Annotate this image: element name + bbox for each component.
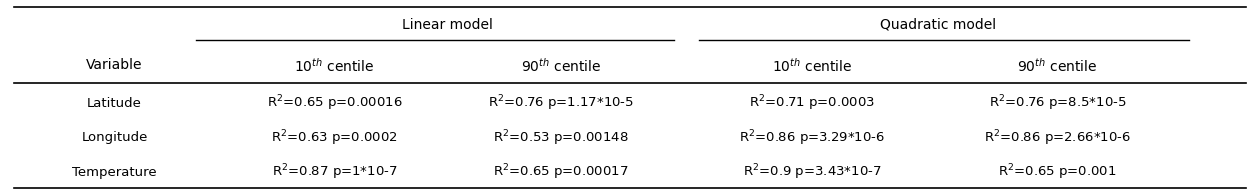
Text: Temperature: Temperature — [72, 166, 156, 179]
Text: 10$^{th}$ centile: 10$^{th}$ centile — [295, 56, 374, 74]
Text: R$^{2}$=0.86 p=2.66*10-6: R$^{2}$=0.86 p=2.66*10-6 — [984, 128, 1131, 148]
Text: R$^{2}$=0.65 p=0.00016: R$^{2}$=0.65 p=0.00016 — [267, 93, 402, 113]
Text: R$^{2}$=0.65 p=0.00017: R$^{2}$=0.65 p=0.00017 — [493, 163, 629, 182]
Text: Linear model: Linear model — [402, 18, 493, 32]
Text: Variable: Variable — [86, 58, 142, 72]
Text: R$^{2}$=0.65 p=0.001: R$^{2}$=0.65 p=0.001 — [998, 163, 1116, 182]
Text: R$^{2}$=0.63 p=0.0002: R$^{2}$=0.63 p=0.0002 — [271, 128, 398, 148]
Text: Longitude: Longitude — [82, 131, 147, 144]
Text: R$^{2}$=0.76 p=1.17*10-5: R$^{2}$=0.76 p=1.17*10-5 — [488, 93, 634, 113]
Text: 90$^{th}$ centile: 90$^{th}$ centile — [520, 56, 601, 74]
Text: R$^{2}$=0.76 p=8.5*10-5: R$^{2}$=0.76 p=8.5*10-5 — [989, 93, 1126, 113]
Text: 90$^{th}$ centile: 90$^{th}$ centile — [1017, 56, 1097, 74]
Text: Latitude: Latitude — [87, 96, 142, 109]
Text: R$^{2}$=0.86 p=3.29*10-6: R$^{2}$=0.86 p=3.29*10-6 — [740, 128, 886, 148]
Text: R$^{2}$=0.9 p=3.43*10-7: R$^{2}$=0.9 p=3.43*10-7 — [743, 163, 882, 182]
Text: R$^{2}$=0.87 p=1*10-7: R$^{2}$=0.87 p=1*10-7 — [272, 163, 397, 182]
Text: R$^{2}$=0.53 p=0.00148: R$^{2}$=0.53 p=0.00148 — [493, 128, 629, 148]
Text: Quadratic model: Quadratic model — [879, 18, 997, 32]
Text: 10$^{th}$ centile: 10$^{th}$ centile — [772, 56, 853, 74]
Text: R$^{2}$=0.71 p=0.0003: R$^{2}$=0.71 p=0.0003 — [750, 93, 876, 113]
